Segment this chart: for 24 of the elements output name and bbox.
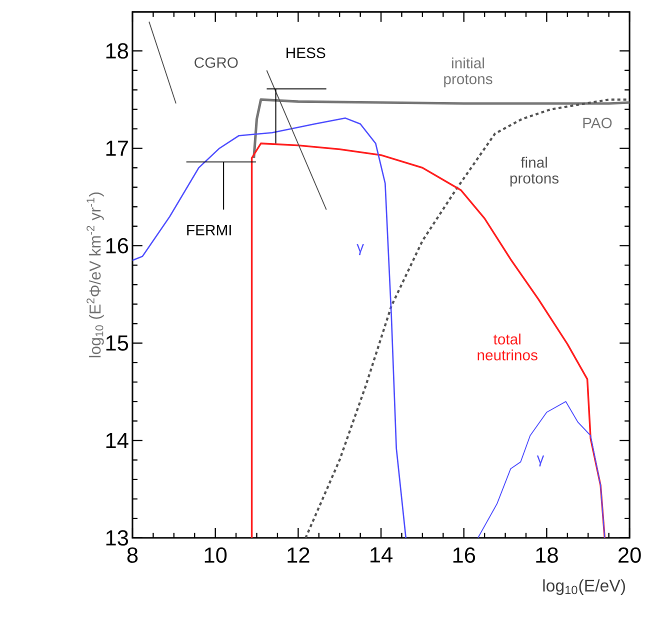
x-tick-label: 12 bbox=[288, 548, 310, 563]
y-tick-label: 13 bbox=[106, 530, 128, 546]
x-tick-label: 16 bbox=[453, 548, 476, 564]
y-tick-label: 14 bbox=[106, 433, 128, 448]
x-axis-title: log$_{10}$(E/eV) bbox=[543, 579, 626, 596]
x-tick-label: 8 bbox=[127, 548, 138, 564]
series-label: total neutrinos bbox=[478, 334, 538, 361]
annotation: HESS bbox=[286, 48, 326, 58]
y-tick-label: 15 bbox=[106, 336, 128, 351]
y-tick-label: 16 bbox=[106, 238, 128, 254]
annotation: FERMI bbox=[187, 225, 231, 236]
x-tick-label: 10 bbox=[204, 548, 227, 564]
annotation: PAO bbox=[583, 118, 612, 128]
series-label: γ bbox=[536, 456, 544, 467]
annotation: CGRO bbox=[194, 58, 238, 68]
series-label: initial protons bbox=[444, 58, 492, 88]
x-tick-label: 18 bbox=[536, 548, 558, 564]
y-tick-label: 17 bbox=[106, 141, 128, 156]
x-tick-label: 14 bbox=[370, 548, 393, 563]
y-tick-label: 18 bbox=[106, 43, 128, 59]
series-label: γ bbox=[356, 244, 364, 256]
text: log$_{10}$ (E$^{2}$Φ/eV km$^{-2}$ yr$^{-1}$) bbox=[86, 192, 104, 358]
x-tick-label: 20 bbox=[618, 548, 641, 564]
series-label: final protons bbox=[510, 157, 559, 187]
